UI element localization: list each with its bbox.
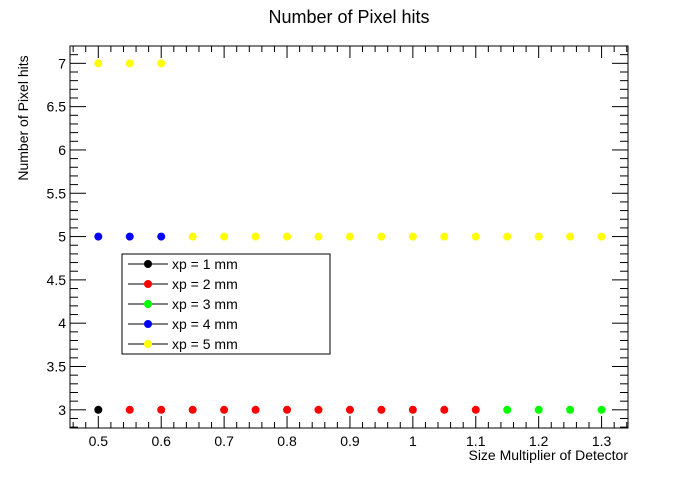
data-point <box>188 232 197 241</box>
x-axis-label: Size Multiplier of Detector <box>468 447 628 463</box>
data-point <box>345 232 354 241</box>
data-point <box>345 405 354 414</box>
data-point <box>440 405 449 414</box>
legend-marker <box>144 340 152 348</box>
series-3 <box>503 405 606 414</box>
x-tick-label: 0.8 <box>277 433 297 449</box>
data-point <box>440 232 449 241</box>
data-point <box>94 405 103 414</box>
y-tick-label: 6.5 <box>47 99 67 115</box>
legend-label: xp = 5 mm <box>172 336 238 352</box>
legend: xp = 1 mm xp = 2 mm xp = 3 mm xp = 4 mm xp =… <box>121 253 331 355</box>
legend-label: xp = 3 mm <box>172 296 238 312</box>
legend-marker <box>144 320 152 328</box>
data-point <box>408 405 417 414</box>
series-4 <box>94 232 166 241</box>
plot-area: 0.5 0.6 0.7 0.8 0.9 1 1.1 1.2 1.3 3 3.5 4 4.5 5 5.5 6 6.… <box>47 45 629 449</box>
y-tick-label: 5 <box>58 229 66 245</box>
data-point <box>251 405 260 414</box>
series-5 <box>94 59 606 241</box>
legend-marker <box>144 260 152 268</box>
y-tick-label: 3 <box>58 402 66 418</box>
legend-marker <box>144 300 152 308</box>
data-point <box>157 405 166 414</box>
data-point <box>597 405 606 414</box>
data-point <box>503 232 512 241</box>
data-point <box>157 232 166 241</box>
x-tick-label: 1.2 <box>529 433 549 449</box>
series-1 <box>94 405 103 414</box>
data-point <box>314 232 323 241</box>
data-point <box>503 405 512 414</box>
y-tick-label: 4 <box>58 315 66 331</box>
y-tick-label: 5.5 <box>47 185 67 201</box>
data-point <box>471 232 480 241</box>
data-point <box>471 405 480 414</box>
data-point <box>220 405 229 414</box>
data-point <box>566 232 575 241</box>
data-point <box>597 232 606 241</box>
data-point <box>125 405 134 414</box>
data-point <box>125 59 134 68</box>
data-point <box>283 232 292 241</box>
y-tick-label: 3.5 <box>47 358 67 374</box>
data-point <box>283 405 292 414</box>
x-tick-label: 1.1 <box>466 433 486 449</box>
data-point <box>534 232 543 241</box>
x-tick-label: 1.3 <box>592 433 612 449</box>
data-point <box>220 232 229 241</box>
legend-label: xp = 1 mm <box>172 256 238 272</box>
y-tick-label: 7 <box>58 55 66 71</box>
x-tick-label: 1 <box>409 433 417 449</box>
x-tick-label: 0.5 <box>89 433 109 449</box>
legend-label: xp = 4 mm <box>172 316 238 332</box>
data-point <box>377 232 386 241</box>
data-point <box>125 232 134 241</box>
y-axis-label: Number of Pixel hits <box>15 55 31 180</box>
x-tick-label: 0.7 <box>214 433 234 449</box>
data-point <box>314 405 323 414</box>
x-tick-label: 0.9 <box>340 433 360 449</box>
data-point <box>94 59 103 68</box>
y-tick-label: 6 <box>58 142 66 158</box>
legend-marker <box>144 280 152 288</box>
legend-label: xp = 2 mm <box>172 276 238 292</box>
series-2 <box>125 405 480 414</box>
data-point <box>534 405 543 414</box>
x-tick-label: 0.6 <box>151 433 171 449</box>
y-tick-label: 4.5 <box>47 272 67 288</box>
data-point <box>94 232 103 241</box>
data-point <box>377 405 386 414</box>
data-point <box>566 405 575 414</box>
data-point <box>251 232 260 241</box>
chart-title: Number of Pixel hits <box>268 7 429 27</box>
data-point <box>408 232 417 241</box>
data-point <box>188 405 197 414</box>
data-point <box>157 59 166 68</box>
